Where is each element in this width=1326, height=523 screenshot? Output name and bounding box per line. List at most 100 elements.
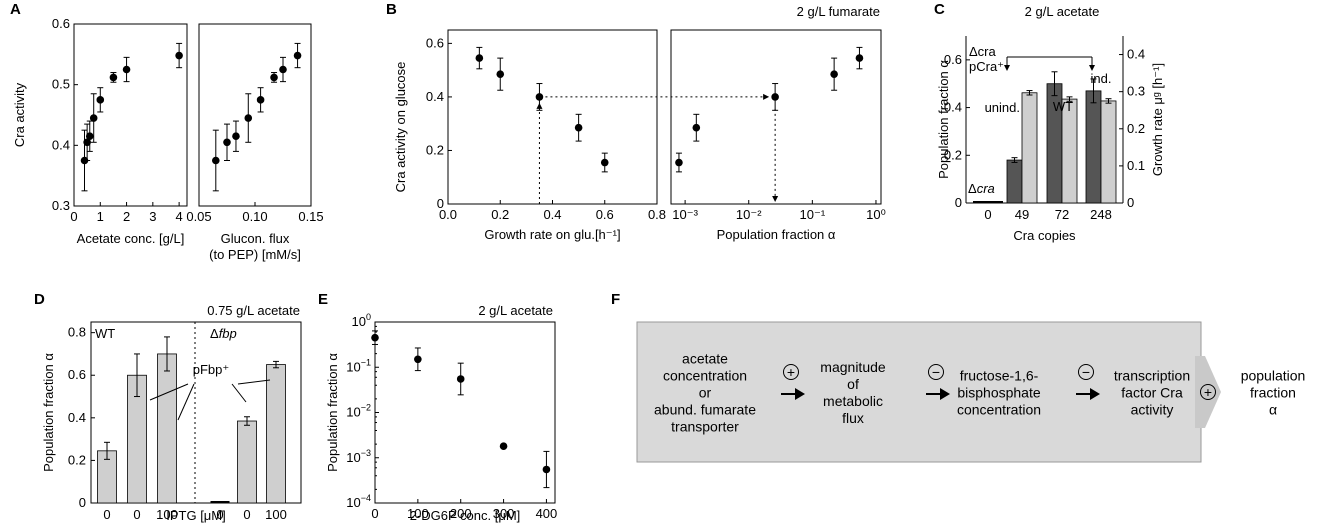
x-axis-label: 2-DG6P conc. [μM] <box>410 508 521 523</box>
flow-node-1-line: concentration <box>663 368 747 384</box>
x-tick-label: 0.6 <box>596 207 614 222</box>
x-tick-label: 10⁻³ <box>672 207 698 222</box>
y-tick-exponent: −4 <box>361 493 371 503</box>
y-tick-label: 0 <box>955 195 962 210</box>
flow-node-5-line: fraction <box>1250 385 1296 401</box>
x-tick-label: 0.4 <box>543 207 561 222</box>
y-tick-label: 0 <box>437 196 444 211</box>
annotation: 2 g/L acetate <box>1025 4 1100 19</box>
flow-arrow-head <box>940 388 950 400</box>
data-point <box>574 123 583 132</box>
x-tick-label: 0 <box>371 506 378 521</box>
x-tick-label: 0.8 <box>648 207 666 222</box>
x-tick-label: 3 <box>149 209 156 224</box>
y-tick-base: 10 <box>346 495 360 510</box>
x-tick-label: 0 <box>70 209 77 224</box>
annotation: 0.75 g/L acetate <box>207 303 300 318</box>
flow-arrow-head <box>795 388 805 400</box>
y-axis-label: Population fraction α <box>936 60 951 179</box>
data-point <box>855 54 864 62</box>
label-delta: Δ <box>210 326 219 341</box>
flow-node-1-line: acetate <box>682 351 728 367</box>
y-tick-label: 0.5 <box>52 77 70 92</box>
data-point <box>83 138 91 147</box>
x-axis-label: Glucon. flux <box>221 231 290 246</box>
x-tick-label: 200 <box>450 506 472 521</box>
y-tick-label: 0 <box>1127 195 1134 210</box>
flow-node-4-line: activity <box>1131 402 1174 418</box>
label-dfbp: Δfbp <box>210 326 237 341</box>
flow-node-3-line: fructose-1,6- <box>960 368 1039 384</box>
x-tick-label: 0 <box>984 207 991 222</box>
data-point <box>675 158 683 167</box>
y-tick-base: 10 <box>346 450 360 465</box>
x-axis-label: (to PEP) [mM/s] <box>209 247 301 262</box>
annotation: 2 g/L fumarate <box>797 4 880 19</box>
data-point <box>496 70 505 78</box>
panel-label: E <box>318 291 328 308</box>
label-dcra-bottom: Δcra <box>968 181 995 196</box>
x-tick-label: 0 <box>216 507 223 522</box>
x-tick-label: 0 <box>103 507 110 522</box>
flow-node-1-line: or <box>699 385 712 401</box>
flow-node-4-line: factor Cra <box>1121 385 1183 401</box>
x-tick-label: 0 <box>243 507 250 522</box>
x-tick-label: 10⁻² <box>736 207 762 222</box>
x-tick-label: 2 <box>123 209 130 224</box>
label-fbp: fbp <box>219 326 237 341</box>
y-tick-base: 10 <box>352 314 366 329</box>
y-tick-exponent: −1 <box>361 357 371 367</box>
axes-frame <box>73 23 188 207</box>
label-pfbp: pFbp⁺ <box>193 362 230 377</box>
x-tick-label: 300 <box>493 506 515 521</box>
sign-symbol: − <box>1082 364 1090 380</box>
y-tick-label: 0.6 <box>944 52 962 67</box>
data-point <box>456 375 465 383</box>
label-pcra: pCra⁺ <box>969 59 1004 74</box>
data-point <box>89 114 98 122</box>
data-point <box>600 158 609 167</box>
data-point <box>232 132 240 141</box>
y-tick-exponent: −2 <box>361 403 371 413</box>
flow-node-1-line: transporter <box>671 419 739 435</box>
data-point <box>475 54 484 62</box>
y-tick-label: 0.2 <box>1127 121 1145 136</box>
panel-label: C <box>934 1 945 18</box>
flow-node-3-line: concentration <box>957 402 1041 418</box>
data-point <box>122 65 131 74</box>
panel-label: B <box>386 1 397 18</box>
panel-label: D <box>34 291 45 308</box>
bar-population-fraction <box>1006 159 1023 204</box>
arrow-head <box>772 196 779 202</box>
x-tick-label: 49 <box>1015 207 1029 222</box>
y-tick-label: 100 <box>352 312 371 329</box>
x-tick-label: 1 <box>97 209 104 224</box>
y-tick-label: 0.4 <box>52 137 70 152</box>
x-tick-label: 0.2 <box>491 207 509 222</box>
label-wt: WT <box>95 326 115 341</box>
label-dcra-pcra: Δcra <box>969 44 997 59</box>
sign-circle <box>1200 384 1216 400</box>
data-point <box>771 93 779 101</box>
x-axis-label: Growth rate on glu.[h⁻¹] <box>484 227 620 242</box>
flow-node-1-line: abund. fumarate <box>654 402 756 418</box>
y-tick-base: 10 <box>346 405 360 420</box>
x-tick-label: 72 <box>1055 207 1069 222</box>
y-tick-label: 0 <box>79 495 86 510</box>
x-tick-label: 0.15 <box>298 209 323 224</box>
x-tick-label: 0.05 <box>186 209 211 224</box>
data-point <box>244 114 253 122</box>
bar-growth-rate <box>1100 100 1117 204</box>
flow-node-2-line: metabolic <box>823 393 883 409</box>
x-axis-label: IPTG [μM] <box>166 508 226 523</box>
arrow-head <box>1089 65 1095 71</box>
y-tick-label: 0.6 <box>68 367 86 382</box>
bar <box>266 364 286 504</box>
sign-symbol: + <box>1204 384 1212 400</box>
flow-arrow-head <box>1090 388 1100 400</box>
data-point <box>371 333 379 342</box>
y-tick-label: 0.2 <box>944 147 962 162</box>
sign-symbol: − <box>932 364 940 380</box>
